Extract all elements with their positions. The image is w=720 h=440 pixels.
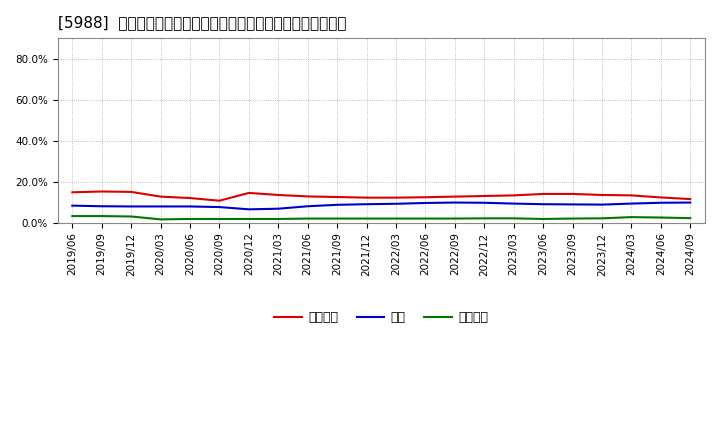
Line: 買入債務: 買入債務 [72, 216, 690, 220]
Text: [5988]  売上債権、在庫、買入債務の総資産に対する比率の推移: [5988] 売上債権、在庫、買入債務の総資産に対する比率の推移 [58, 15, 346, 30]
売上債権 [245, 190, 253, 195]
売上債権 [627, 193, 636, 198]
買入債務 [627, 214, 636, 220]
Line: 在庫: 在庫 [72, 202, 690, 209]
在庫 [186, 204, 194, 209]
売上債権 [686, 196, 695, 202]
在庫 [362, 202, 371, 207]
在庫 [510, 201, 518, 206]
在庫 [303, 204, 312, 209]
在庫 [568, 202, 577, 207]
売上債権 [274, 192, 283, 198]
買入債務 [568, 216, 577, 221]
買入債務 [97, 213, 106, 219]
買入債務 [333, 216, 341, 221]
売上債権 [451, 194, 459, 199]
在庫 [451, 200, 459, 205]
在庫 [274, 206, 283, 211]
売上債権 [97, 189, 106, 194]
売上債権 [303, 194, 312, 199]
買入債務 [451, 216, 459, 221]
買入債務 [686, 216, 695, 221]
在庫 [156, 204, 165, 209]
買入債務 [156, 217, 165, 222]
買入債務 [68, 213, 76, 219]
売上債権 [127, 189, 135, 194]
売上債権 [539, 191, 547, 197]
買入債務 [510, 216, 518, 221]
在庫 [686, 200, 695, 205]
買入債務 [598, 216, 606, 221]
買入債務 [127, 214, 135, 219]
在庫 [127, 204, 135, 209]
買入債務 [392, 216, 400, 221]
売上債権 [598, 192, 606, 198]
買入債務 [480, 216, 489, 221]
在庫 [598, 202, 606, 207]
在庫 [421, 200, 430, 205]
Legend: 売上債権, 在庫, 買入債務: 売上債権, 在庫, 買入債務 [269, 306, 493, 330]
売上債権 [392, 195, 400, 200]
在庫 [215, 205, 224, 210]
売上債権 [568, 191, 577, 197]
売上債権 [156, 194, 165, 199]
在庫 [333, 202, 341, 207]
買入債務 [303, 216, 312, 221]
売上債権 [421, 194, 430, 200]
在庫 [97, 204, 106, 209]
買入債務 [215, 216, 224, 222]
買入債務 [657, 215, 665, 220]
買入債務 [539, 216, 547, 222]
売上債権 [480, 193, 489, 198]
売上債権 [186, 195, 194, 201]
在庫 [539, 202, 547, 207]
在庫 [245, 207, 253, 212]
買入債務 [274, 216, 283, 222]
Line: 売上債権: 売上債権 [72, 191, 690, 201]
買入債務 [362, 216, 371, 221]
売上債権 [657, 195, 665, 200]
売上債権 [510, 193, 518, 198]
在庫 [68, 203, 76, 208]
買入債務 [186, 216, 194, 222]
在庫 [480, 200, 489, 205]
売上債権 [215, 198, 224, 203]
在庫 [392, 201, 400, 206]
売上債権 [68, 190, 76, 195]
在庫 [627, 201, 636, 206]
買入債務 [245, 216, 253, 222]
買入債務 [421, 216, 430, 221]
売上債権 [333, 194, 341, 200]
在庫 [657, 200, 665, 205]
売上債権 [362, 195, 371, 200]
